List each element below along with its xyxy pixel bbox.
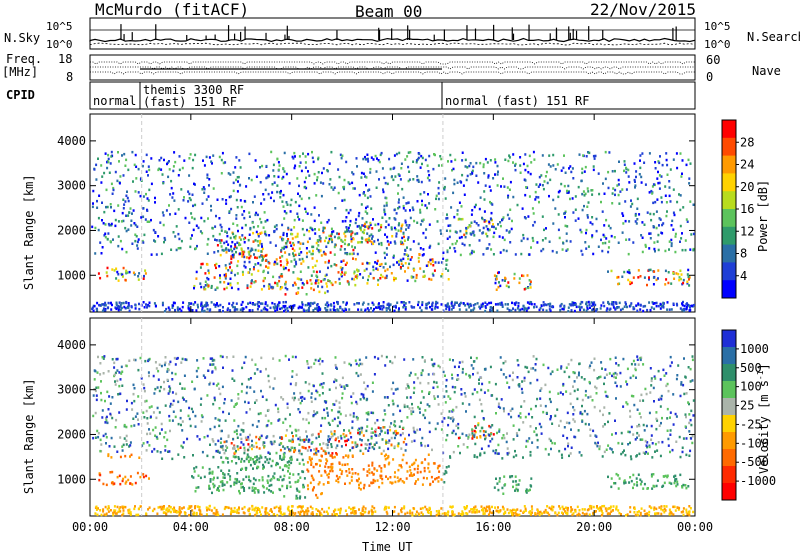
colorbar-tick-label: -1000 xyxy=(740,474,776,488)
colorbar-tick-label: 25 xyxy=(740,399,754,413)
colorbar-tick-label: 12 xyxy=(740,224,754,238)
power-axes: 1000 2000 3000 4000 xyxy=(57,114,696,312)
cpid-dividers xyxy=(139,82,443,109)
x-tick-label: 00:00 xyxy=(72,520,108,534)
colorbar-tick-label: 4 xyxy=(740,269,747,283)
power-panel-frame xyxy=(89,113,696,313)
y-tick-label: 1000 xyxy=(57,472,86,486)
x-tick-label: 00:00 xyxy=(677,520,713,534)
colorbar-tick-label: 28 xyxy=(740,135,754,149)
colorbar-tick-label: 8 xyxy=(740,247,747,261)
cpid-segment-normal-fast: normal (fast) 151 RF xyxy=(445,94,590,108)
nsky-tick-top: 10^5 xyxy=(46,20,73,33)
freq-panel-frame xyxy=(89,54,696,81)
freq-traces xyxy=(90,61,695,75)
colorbar-tick-label: -100 xyxy=(740,436,769,450)
power-cbar-label: Power [dB] xyxy=(756,179,770,252)
freq-label: Freq. xyxy=(6,52,43,66)
nsearch-label: N.Search xyxy=(747,30,800,44)
power-scatter xyxy=(91,114,695,313)
y-tick-label: 2000 xyxy=(57,223,86,237)
velocity-ylabel: Slant Range [km] xyxy=(22,378,36,494)
freq-tick-top: 18 xyxy=(58,52,73,66)
velocity-colorbar: 1000 500 100 25 -25 -100 -500 -1000 xyxy=(721,329,776,501)
y-tick-label: 1000 xyxy=(57,268,86,282)
power-colorbar: 28 24 20 16 12 8 4 xyxy=(721,119,754,299)
y-tick-label: 4000 xyxy=(57,338,86,352)
velocity-scatter xyxy=(92,318,695,517)
nsky-tick-bottom: 10^0 xyxy=(46,38,73,51)
nave-tick-top: 60 xyxy=(706,53,721,67)
nsky-panel-frame xyxy=(89,17,696,50)
date-title: 22/Nov/2015 xyxy=(590,0,696,19)
y-tick-label: 3000 xyxy=(57,383,86,397)
power-ylabel: Slant Range [km] xyxy=(22,174,36,290)
colorbar-tick-label: -500 xyxy=(740,455,769,469)
x-tick-label: 08:00 xyxy=(274,520,310,534)
cpid-label: CPID xyxy=(6,88,35,102)
station-title: McMurdo (fitACF) xyxy=(95,0,250,19)
colorbar-tick-label: 20 xyxy=(740,180,754,194)
velocity-axes: 1000 2000 3000 4000 00:00 04:00 08:00 12:00 16:0… xyxy=(57,318,713,534)
y-tick-label: 4000 xyxy=(57,134,86,148)
cpid-segment-normal: normal xyxy=(93,94,137,108)
nave-label: Nave xyxy=(752,64,781,78)
nsky-label: N.Sky xyxy=(4,31,41,45)
colorbar-tick-label: -25 xyxy=(740,417,762,431)
freq-tick-bottom: 8 xyxy=(66,70,74,84)
colorbar-tick-label: 100 xyxy=(740,380,762,394)
x-tick-label: 16:00 xyxy=(475,520,511,534)
colorbar-tick-label: 24 xyxy=(740,158,754,172)
y-tick-label: 3000 xyxy=(57,179,86,193)
nave-tick-bottom: 0 xyxy=(706,70,714,84)
x-axis-title: Time UT xyxy=(362,540,413,554)
colorbar-tick-label: 1000 xyxy=(740,342,769,356)
colorbar-tick-label: 500 xyxy=(740,361,762,375)
velocity-cbar-label: Velocity [m s-1] xyxy=(756,363,771,474)
x-tick-label: 04:00 xyxy=(173,520,209,534)
freq-unit: [MHz] xyxy=(2,65,39,79)
x-tick-label: 20:00 xyxy=(576,520,612,534)
beam-title: Beam 00 xyxy=(355,2,423,21)
x-tick-label: 12:00 xyxy=(374,520,410,534)
cpid-segment-fast: (fast) 151 RF xyxy=(143,95,237,109)
nsky-traces xyxy=(89,24,695,46)
y-tick-label: 2000 xyxy=(57,427,86,441)
cpid-segment-themis: themis 3300 RF xyxy=(143,83,245,97)
nsearch-tick-bottom: 10^0 xyxy=(704,38,731,51)
colorbar-tick-label: 16 xyxy=(740,202,754,216)
cpid-panel-frame xyxy=(89,81,696,110)
nsearch-tick-top: 10^5 xyxy=(704,20,731,33)
